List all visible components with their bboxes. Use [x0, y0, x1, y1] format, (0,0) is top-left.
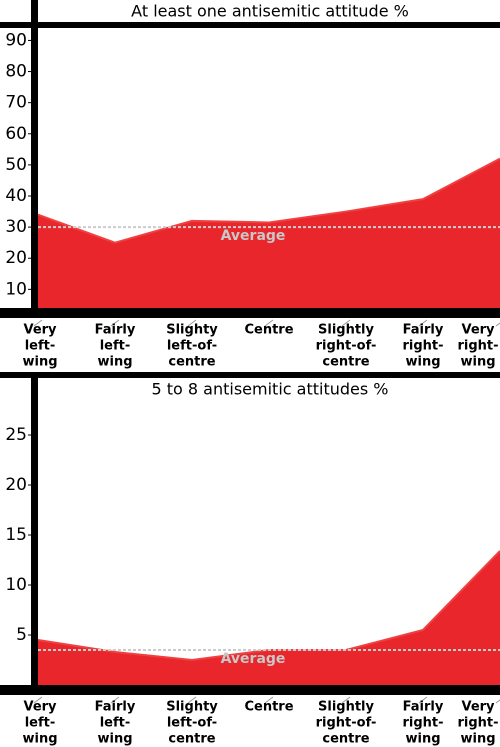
x-tick-label: centre — [168, 732, 215, 747]
x-tick — [341, 696, 351, 704]
y-tick-label: 50 — [5, 155, 27, 175]
x-tick-label: Slighty — [166, 700, 218, 715]
x-tick-label: wing — [405, 732, 440, 747]
x-tick-label: Fairly — [95, 323, 136, 338]
y-tick-label: 10 — [5, 575, 27, 595]
x-tick-label: left- — [25, 716, 56, 731]
chart-title: At least one antisemitic attitude % — [131, 2, 409, 21]
y-tick-label: 40 — [5, 186, 27, 206]
y-tick-label: 80 — [5, 62, 27, 82]
y-tick-label: 5 — [16, 625, 27, 645]
axis-bottom — [0, 685, 500, 695]
axis-left — [31, 0, 38, 318]
x-tick — [110, 696, 120, 704]
x-tick-label: Very — [23, 323, 57, 338]
x-tick-label: Centre — [244, 700, 293, 715]
x-tick — [418, 696, 428, 704]
x-tick-label: wing — [97, 732, 132, 747]
x-tick — [187, 696, 197, 704]
x-tick-label: Slightly — [318, 323, 375, 338]
x-tick — [110, 319, 120, 327]
x-tick-label: Fairly — [95, 700, 136, 715]
x-tick-label: Slighty — [166, 323, 218, 338]
title-band — [0, 22, 500, 28]
x-tick-label: right- — [457, 339, 498, 354]
x-tick — [495, 699, 500, 704]
x-tick-label: wing — [22, 355, 57, 370]
x-tick — [264, 696, 274, 704]
x-tick-label: left- — [100, 716, 131, 731]
x-tick-label: right- — [402, 716, 443, 731]
x-tick-label: left- — [100, 339, 131, 354]
x-tick-label: Very — [23, 700, 57, 715]
x-tick — [341, 319, 351, 327]
x-tick — [495, 322, 500, 327]
area — [38, 158, 500, 308]
axis-left — [31, 372, 38, 695]
x-tick-label: wing — [22, 732, 57, 747]
y-tick-label: 10 — [5, 279, 27, 299]
x-tick-label: left- — [25, 339, 56, 354]
x-tick-label: Fairly — [403, 323, 444, 338]
x-tick-label: centre — [168, 355, 215, 370]
x-tick-label: centre — [322, 732, 369, 747]
axis-bottom — [0, 308, 500, 318]
x-tick-label: Centre — [244, 323, 293, 338]
x-tick-label: left-of- — [167, 339, 217, 354]
x-tick — [418, 319, 428, 327]
y-tick-label: 15 — [5, 525, 27, 545]
area-edge — [37, 157, 500, 244]
x-tick — [187, 319, 197, 327]
x-tick — [264, 319, 274, 327]
y-tick-label: 20 — [5, 475, 27, 495]
x-tick-label: Slightly — [318, 700, 375, 715]
area — [38, 551, 500, 685]
x-tick-label: wing — [97, 355, 132, 370]
x-tick-label: Fairly — [403, 700, 444, 715]
average-label: Average — [221, 228, 286, 244]
y-tick-label: 30 — [5, 217, 27, 237]
x-tick — [33, 319, 43, 327]
average-label: Average — [221, 651, 286, 667]
x-tick — [33, 696, 43, 704]
x-tick-label: right- — [457, 716, 498, 731]
x-tick-label: wing — [460, 732, 495, 747]
x-tick-label: wing — [405, 355, 440, 370]
title-band — [0, 372, 500, 378]
x-tick-label: Very — [461, 700, 495, 715]
x-tick-label: right-of- — [316, 339, 377, 354]
y-tick-label: 90 — [5, 30, 27, 50]
x-tick-label: right-of- — [316, 716, 377, 731]
y-tick-label: 70 — [5, 93, 27, 113]
y-tick-label: 60 — [5, 124, 27, 144]
y-tick-label: 25 — [5, 425, 27, 445]
x-tick-label: centre — [322, 355, 369, 370]
x-tick-label: Very — [461, 323, 495, 338]
x-tick-label: left-of- — [167, 716, 217, 731]
x-tick-label: wing — [460, 355, 495, 370]
x-tick-label: right- — [402, 339, 443, 354]
chart-title: 5 to 8 antisemitic attitudes % — [152, 380, 389, 399]
y-tick-label: 20 — [5, 248, 27, 268]
